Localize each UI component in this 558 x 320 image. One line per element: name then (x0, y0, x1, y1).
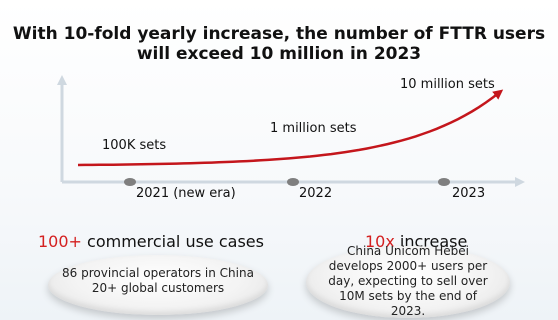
left-stat-number: 100+ (38, 232, 82, 251)
series-line (77, 89, 504, 167)
right-stat-description: China Unicom Hebei develops 2000+ users … (306, 244, 510, 319)
left-stat-heading: 100+ commercial use cases (38, 232, 264, 251)
left-stat-ellipse (48, 255, 268, 315)
x-tick-dot-2023 (438, 178, 450, 186)
point-label-1m: 1 million sets (270, 121, 357, 136)
right-stat-ellipse (306, 246, 510, 318)
point-label-100k: 100K sets (102, 138, 167, 153)
right-stat-line-2: develops 2000+ users per (328, 259, 488, 273)
x-tick-label-2021: 2021 (new era) (136, 186, 236, 201)
x-tick-dot-2022 (287, 178, 299, 186)
right-stat-line-5: 2023. (390, 304, 426, 318)
x-tick-label-2022: 2022 (299, 186, 333, 201)
x-tick-dot-2021 (124, 178, 136, 186)
right-stat-line-3: day, expecting to sell over (328, 274, 488, 288)
left-stat-label: commercial use cases (81, 232, 264, 251)
left-stat-line-1: 86 provincial operators in China (62, 266, 254, 280)
point-label-10m: 10 million sets (400, 77, 495, 92)
slide-title: With 10-fold yearly increase, the number… (0, 24, 558, 64)
right-stat-line-1: China Unicom Hebei (347, 244, 469, 258)
right-stat-line-4: 10M sets by the end of (339, 289, 477, 303)
left-stat-description: 86 provincial operators in China 20+ glo… (48, 266, 268, 296)
title-line-1: With 10-fold yearly increase, the number… (12, 24, 546, 44)
left-stat-line-2: 20+ global customers (91, 281, 225, 295)
title-line-2: will exceed 10 million in 2023 (136, 44, 422, 64)
x-tick-label-2023: 2023 (452, 186, 486, 201)
